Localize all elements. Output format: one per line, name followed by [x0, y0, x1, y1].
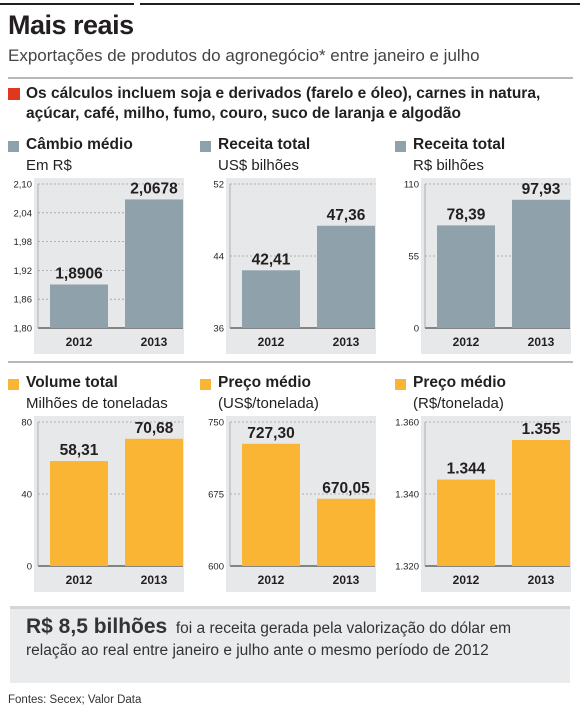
chart-title: Volume total — [26, 374, 118, 391]
chart-unit: Em R$ — [26, 157, 72, 174]
bar-2012 — [242, 270, 300, 328]
chart-title: Preço médio — [413, 374, 507, 391]
y-tick-label: 55 — [408, 252, 419, 263]
data-label: 727,30 — [247, 425, 294, 442]
chart-unit: R$ bilhões — [413, 157, 484, 174]
bar-2013 — [317, 225, 375, 328]
data-label: 1,8906 — [55, 266, 103, 283]
data-label: 47,36 — [327, 207, 366, 224]
bar-chart: 36 44 52 42,41 2012 47,36 2013 — [213, 178, 376, 354]
x-tick-label: 2013 — [528, 335, 555, 349]
legend-square — [200, 379, 211, 390]
chart-unit: (R$/tonelada) — [413, 395, 504, 412]
page-title: Mais reais — [8, 10, 134, 40]
data-label: 1.355 — [522, 421, 561, 438]
bar-chart: 0 40 80 58,31 2012 70,68 2013 — [21, 416, 184, 592]
x-tick-label: 2013 — [141, 335, 168, 349]
bar-2012 — [437, 479, 495, 566]
bar-2013 — [125, 438, 183, 566]
note-marker — [8, 88, 20, 100]
y-tick-label: 1,80 — [14, 324, 33, 335]
x-tick-label: 2012 — [453, 573, 480, 587]
callout-box — [10, 606, 570, 683]
bar-2012 — [50, 284, 108, 328]
chart-unit: (US$/tonelada) — [218, 395, 319, 412]
y-tick-label: 1,92 — [14, 266, 33, 277]
callout-text: R$ 8,5 bilhões foi a receita gerada pela… — [26, 616, 556, 662]
legend-square — [395, 141, 406, 152]
x-tick-label: 2012 — [258, 335, 285, 349]
x-tick-label: 2012 — [453, 335, 480, 349]
y-tick-label: 52 — [213, 180, 224, 191]
y-tick-label: 750 — [208, 418, 224, 429]
bar-2012 — [437, 225, 495, 328]
y-tick-label: 80 — [21, 418, 32, 429]
y-tick-label: 40 — [21, 490, 32, 501]
legend-square — [8, 141, 19, 152]
bar-chart: 0 55 110 78,39 2012 97,93 2013 — [404, 178, 571, 354]
legend-square — [395, 379, 406, 390]
x-tick-label: 2012 — [66, 573, 93, 587]
y-tick-label: 1,86 — [14, 295, 33, 306]
y-tick-label: 0 — [414, 324, 419, 335]
y-tick-label: 1.360 — [395, 418, 419, 429]
bar-2013 — [125, 199, 183, 328]
chart-unit: US$ bilhões — [218, 157, 299, 174]
data-label: 97,93 — [522, 181, 561, 198]
chart-title: Preço médio — [218, 374, 312, 391]
y-tick-label: 2,10 — [14, 180, 33, 191]
bar-chart: 600 675 750 727,30 2012 670,05 2013 — [208, 416, 376, 592]
y-tick-label: 44 — [213, 252, 224, 263]
top-rule — [0, 0, 580, 8]
x-tick-label: 2012 — [66, 335, 93, 349]
data-label: 70,68 — [135, 420, 174, 437]
x-tick-label: 2013 — [141, 573, 168, 587]
data-label: 78,39 — [447, 206, 486, 223]
y-tick-label: 600 — [208, 562, 224, 573]
x-tick-label: 2013 — [528, 573, 555, 587]
chart-title: Receita total — [218, 136, 311, 153]
y-tick-label: 36 — [213, 324, 224, 335]
sources: Fontes: Secex; Valor Data — [8, 694, 142, 706]
divider — [8, 77, 573, 79]
bar-2012 — [242, 443, 300, 566]
methodology-note: Os cálculos incluem soja e derivados (fa… — [26, 85, 541, 122]
x-tick-label: 2012 — [258, 573, 285, 587]
divider — [8, 361, 573, 363]
y-tick-label: 110 — [404, 180, 419, 191]
callout-body: foi a receita gerada pela valorização do… — [26, 620, 512, 659]
bar-2013 — [317, 498, 375, 566]
page-subtitle: Exportações de produtos do agronegócio* … — [8, 46, 480, 65]
y-tick-label: 1.320 — [395, 562, 419, 573]
bar-2013 — [512, 199, 570, 328]
bar-chart: 1.320 1.340 1.360 1.344 2012 1.355 2013 — [395, 416, 571, 592]
callout-highlight: R$ 8,5 bilhões — [26, 615, 168, 638]
data-label: 2,0678 — [130, 180, 178, 197]
bar-2012 — [50, 461, 108, 566]
legend-square — [200, 141, 211, 152]
data-label: 1.344 — [447, 461, 486, 478]
chart-title: Receita total — [413, 136, 506, 153]
data-label: 670,05 — [322, 480, 370, 497]
y-tick-label: 675 — [208, 490, 224, 501]
data-label: 42,41 — [252, 251, 291, 268]
chart-unit: Milhões de toneladas — [26, 395, 168, 412]
legend-square — [8, 379, 19, 390]
bar-chart: 1,80 1,86 1,92 1,98 2,04 2,10 1,8906 2012 2,0678… — [14, 178, 184, 354]
y-tick-label: 1,98 — [14, 237, 33, 248]
y-tick-label: 0 — [27, 562, 32, 573]
bar-2013 — [512, 440, 570, 566]
x-tick-label: 2013 — [333, 573, 360, 587]
x-tick-label: 2013 — [333, 335, 360, 349]
chart-title: Câmbio médio — [26, 136, 133, 153]
y-tick-label: 1.340 — [395, 490, 419, 501]
data-label: 58,31 — [60, 442, 99, 459]
y-tick-label: 2,04 — [14, 208, 33, 219]
